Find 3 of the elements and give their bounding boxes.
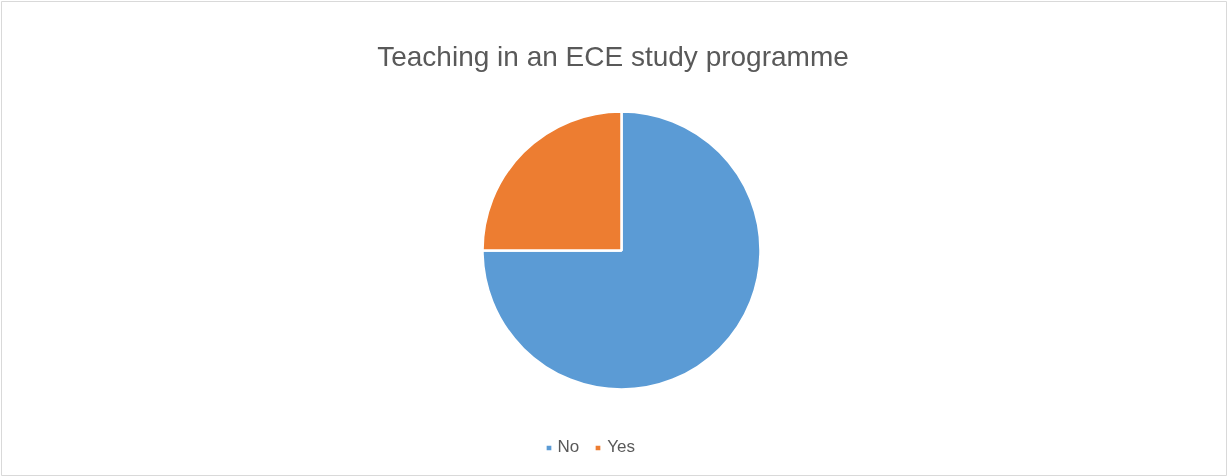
chart-title: Teaching in an ECE study programme [377, 41, 849, 72]
legend-label: No [557, 437, 580, 457]
legend-label: Yes [607, 437, 635, 457]
